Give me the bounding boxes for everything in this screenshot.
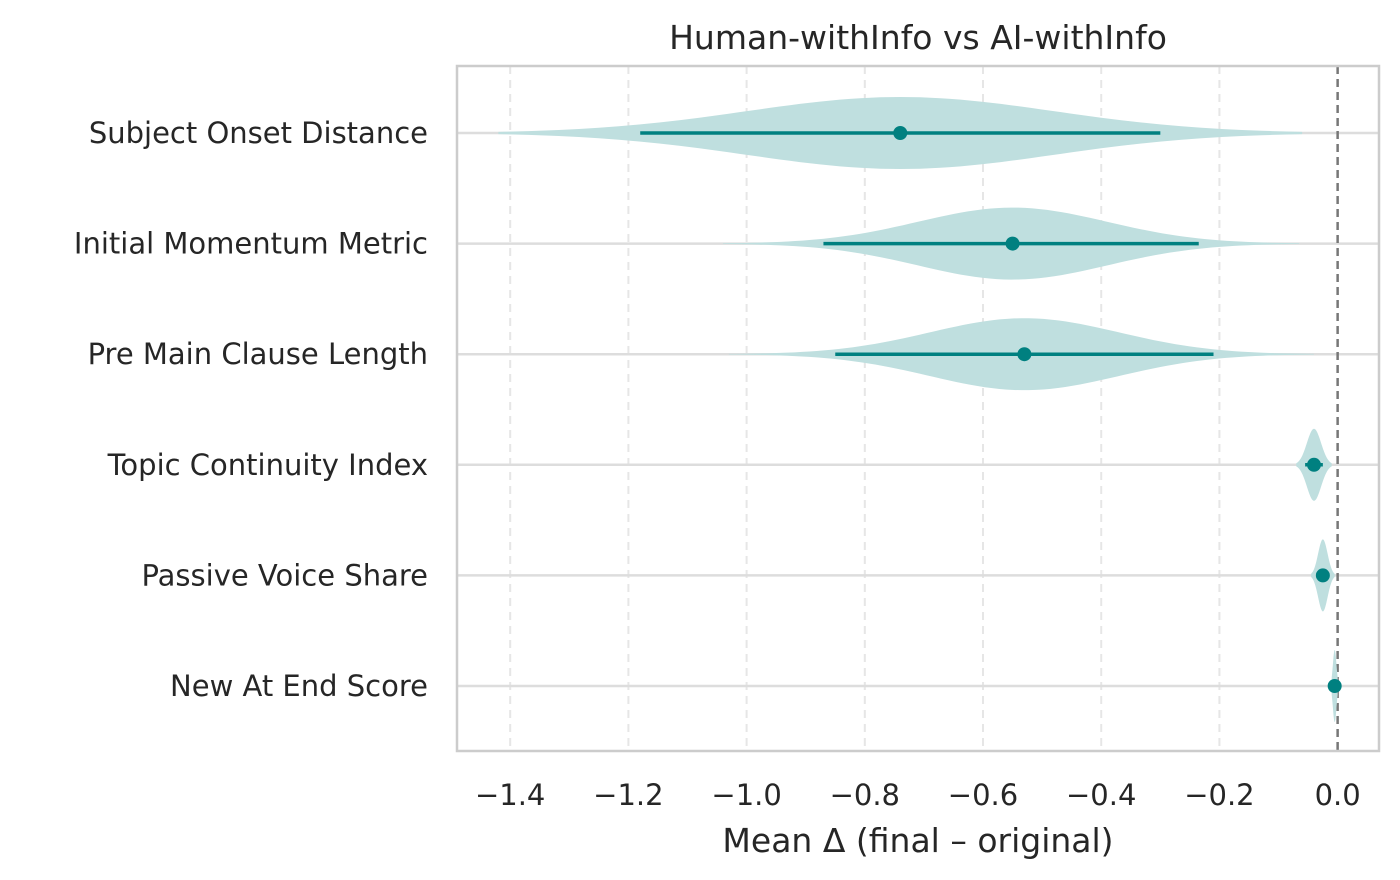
x-tick-label: −1.0	[711, 778, 781, 812]
mean-point	[1327, 679, 1342, 693]
mean-point	[893, 126, 908, 140]
grid-layer	[457, 66, 1379, 751]
category-label: Passive Voice Share	[141, 558, 428, 592]
x-tick-label: −0.6	[948, 778, 1018, 812]
x-tick-label: −1.2	[593, 778, 663, 812]
mean-point	[1306, 457, 1321, 472]
mean-point	[1315, 568, 1330, 583]
violin-layer	[498, 97, 1342, 722]
mean-point	[1017, 347, 1032, 362]
category-labels: Subject Onset Distance Initial Momentum M…	[74, 116, 428, 703]
x-axis-ticks: −1.4 −1.2 −1.0 −0.8 −0.6 −0.4 −0.2 0.0	[475, 778, 1361, 812]
category-label: Topic Continuity Index	[107, 448, 428, 482]
category-label: Pre Main Clause Length	[88, 337, 428, 371]
category-label: New At End Score	[170, 669, 428, 703]
chart-title: Human-withInfo vs AI-withInfo	[669, 18, 1167, 57]
plot-frame	[455, 64, 1381, 753]
x-tick-label: −1.4	[475, 778, 545, 812]
x-tick-label: 0.0	[1315, 778, 1361, 812]
x-tick-label: −0.2	[1184, 778, 1254, 812]
category-label: Initial Momentum Metric	[74, 227, 428, 261]
x-axis-label: Mean Δ (final – original)	[722, 821, 1113, 860]
x-tick-label: −0.4	[1066, 778, 1136, 812]
mean-point	[1005, 236, 1020, 251]
x-tick-label: −0.8	[830, 778, 900, 812]
category-label: Subject Onset Distance	[89, 116, 428, 150]
